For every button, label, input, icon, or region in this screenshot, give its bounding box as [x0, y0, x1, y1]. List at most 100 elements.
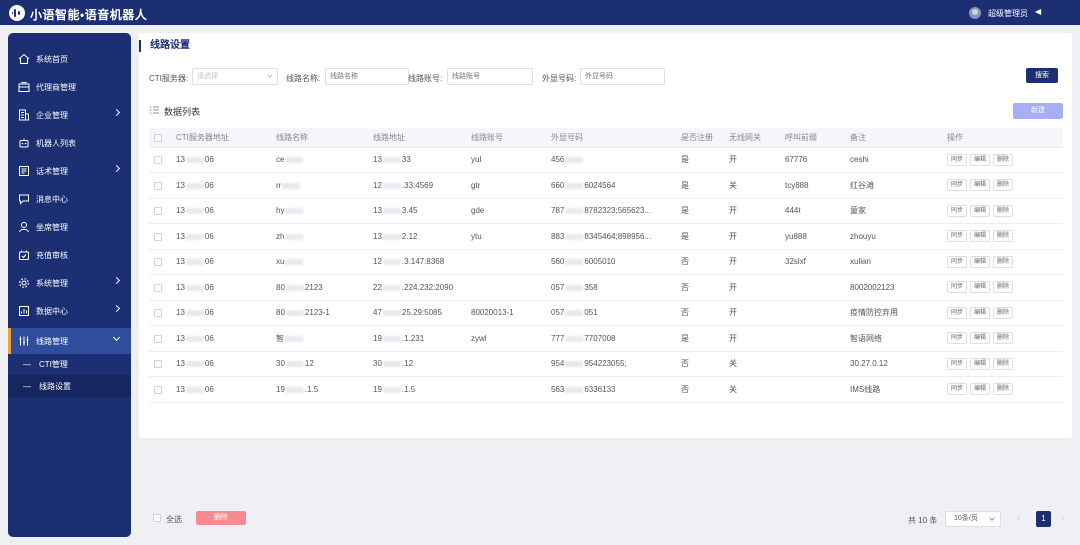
search-button[interactable]: 搜索: [1026, 68, 1058, 83]
logo-icon: [9, 5, 25, 21]
sync-button[interactable]: 同步: [947, 204, 968, 217]
row-checkbox[interactable]: [154, 207, 162, 216]
col-display-number: 外显号码: [544, 128, 674, 148]
sidebar-item-label: 机器人列表: [36, 138, 76, 148]
bulk-delete-button[interactable]: 删除: [196, 511, 246, 525]
row-checkbox[interactable]: [154, 283, 162, 292]
display-number: 560 6005010: [551, 257, 616, 266]
display-number-input[interactable]: [580, 68, 665, 85]
sidebar-item-data[interactable]: 数据中心: [8, 298, 131, 324]
redaction-blur: [565, 182, 584, 189]
sync-button[interactable]: 同步: [947, 306, 968, 319]
sync-button[interactable]: 同步: [947, 332, 968, 345]
sidebar-item-scripts[interactable]: 话术管理: [8, 158, 131, 184]
row-actions: 同步 编辑 删除: [940, 249, 1063, 275]
home-icon: [17, 53, 30, 66]
sidebar-item-lines[interactable]: 线路管理: [8, 328, 131, 354]
sidebar-item-robots[interactable]: 机器人列表: [8, 130, 131, 156]
delete-button[interactable]: 删除: [993, 332, 1014, 345]
user-name[interactable]: 超级管理员: [988, 9, 1028, 18]
sync-button[interactable]: 同步: [947, 383, 968, 396]
line-name-input[interactable]: [325, 68, 409, 85]
sidebar-item-agents[interactable]: 代理商管理: [8, 74, 131, 100]
row-checkbox[interactable]: [154, 156, 162, 165]
edit-button[interactable]: 编辑: [970, 357, 991, 370]
row-checkbox[interactable]: [154, 258, 162, 267]
current-page-button[interactable]: 1: [1036, 511, 1051, 527]
sync-button[interactable]: 同步: [947, 179, 968, 192]
edit-button[interactable]: 编辑: [970, 179, 991, 192]
edit-button[interactable]: 编辑: [970, 255, 991, 268]
sync-button[interactable]: 同步: [947, 255, 968, 268]
sidebar-subitem-cti[interactable]: — CTI管理: [8, 353, 131, 375]
line-address-suffix: 3.45: [401, 206, 418, 216]
gateway-status: 开: [722, 249, 778, 275]
remark: 红谷滩: [843, 172, 940, 199]
line-address: 13 33: [373, 155, 411, 164]
delete-button[interactable]: 删除: [993, 383, 1014, 396]
row-checkbox[interactable]: [154, 232, 162, 241]
sidebar-item-messages[interactable]: 消息中心: [8, 186, 131, 212]
delete-button[interactable]: 删除: [993, 281, 1014, 294]
display-number: 787 8782323;565623...: [551, 206, 651, 215]
footer-select-all-checkbox[interactable]: [153, 514, 161, 522]
call-prefix: tcy888: [778, 172, 843, 199]
sidebar-item-system[interactable]: 系统管理: [8, 270, 131, 296]
cti-address: 13 06: [176, 359, 214, 368]
remark: IMS线路: [843, 376, 940, 403]
row-checkbox[interactable]: [154, 360, 162, 369]
sync-button[interactable]: 同步: [947, 281, 968, 294]
prev-page-button[interactable]: ‹: [1017, 513, 1020, 523]
delete-button[interactable]: 删除: [993, 204, 1014, 217]
sidebar-item-recharge[interactable]: 充值审核: [8, 242, 131, 268]
cti-label: CTI服务器:: [149, 74, 189, 83]
row-checkbox[interactable]: [154, 334, 162, 343]
edit-button[interactable]: 编辑: [970, 204, 991, 217]
cti-address-prefix: 13: [176, 206, 185, 216]
cti-select[interactable]: 请选择: [192, 68, 278, 85]
cti-address: 13 06: [176, 257, 214, 266]
sidebar-subitem-label: 线路设置: [39, 381, 71, 391]
sidebar-item-enterprise[interactable]: 企业管理: [8, 102, 131, 128]
edit-button[interactable]: 编辑: [970, 230, 991, 243]
sync-button[interactable]: 同步: [947, 153, 968, 166]
line-name-prefix: xu: [276, 257, 285, 267]
delete-button[interactable]: 删除: [993, 230, 1014, 243]
sidebar-item-home[interactable]: 系统首页: [8, 46, 131, 72]
delete-button[interactable]: 删除: [993, 306, 1014, 319]
edit-button[interactable]: 编辑: [970, 281, 991, 294]
sync-button[interactable]: 同步: [947, 357, 968, 370]
sidebar-item-label: 数据中心: [36, 306, 68, 316]
dash-marker: —: [23, 381, 31, 391]
next-page-button[interactable]: ›: [1061, 513, 1064, 523]
edit-button[interactable]: 编辑: [970, 153, 991, 166]
delete-button[interactable]: 删除: [993, 255, 1014, 268]
call-prefix: yu888: [778, 223, 843, 250]
redaction-blur: [185, 284, 204, 291]
sync-button[interactable]: 同步: [947, 230, 968, 243]
select-all-label[interactable]: 全选: [166, 515, 182, 524]
delete-button[interactable]: 删除: [993, 153, 1014, 166]
delete-button[interactable]: 删除: [993, 357, 1014, 370]
edit-button[interactable]: 编辑: [970, 306, 991, 319]
user-caret-icon[interactable]: ◀: [1035, 7, 1042, 16]
sidebar-item-seats[interactable]: 坐席管理: [8, 214, 131, 240]
new-button[interactable]: 新建: [1013, 103, 1063, 119]
page-size-select[interactable]: 10条/页: [945, 511, 1001, 527]
select-all-checkbox[interactable]: [154, 133, 162, 142]
registered-status: 是: [674, 147, 722, 173]
row-checkbox[interactable]: [154, 385, 162, 394]
row-checkbox[interactable]: [154, 181, 162, 190]
line-account-input[interactable]: [447, 68, 533, 85]
row-checkbox[interactable]: [154, 309, 162, 318]
delete-button[interactable]: 删除: [993, 179, 1014, 192]
edit-button[interactable]: 编辑: [970, 332, 991, 345]
sidebar-subitem-line-settings[interactable]: — 线路设置: [8, 375, 131, 397]
edit-button[interactable]: 编辑: [970, 383, 991, 396]
chevron-down-icon: [989, 515, 995, 521]
table-row: 13 06 80 2123-1 47 25.29:5085 80020013-1 057 051…: [149, 300, 1063, 326]
col-line-address: 线路地址: [366, 128, 464, 148]
avatar[interactable]: [969, 7, 981, 19]
table-row: 13 06 rr 12 .33:4569 gtr 660 6024564 是关 tcy888 红谷滩…: [149, 172, 1063, 199]
gateway-status: 关: [722, 351, 778, 377]
